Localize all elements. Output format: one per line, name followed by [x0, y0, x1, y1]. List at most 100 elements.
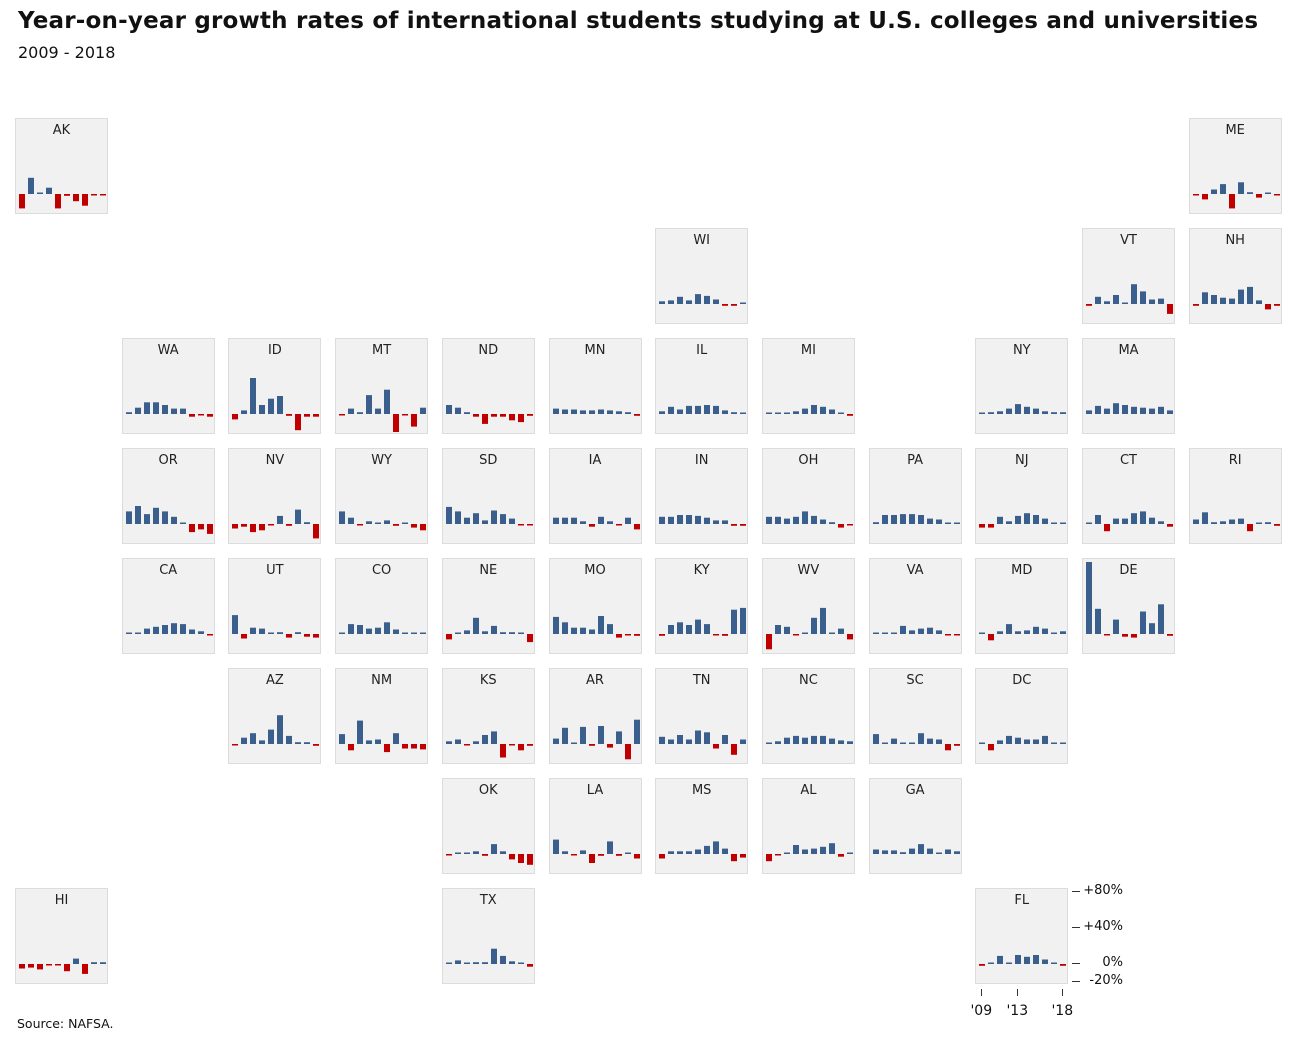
state-tile-la: LA [548, 778, 642, 874]
bar-tx-2013 [481, 962, 488, 964]
bar-ok-2012 [472, 851, 479, 854]
bar-me-2017 [1264, 192, 1271, 194]
bar-ar-2018 [633, 719, 640, 744]
bar-tn-2012 [686, 739, 693, 744]
bar-nj-2013 [1015, 515, 1022, 524]
bar-me-2014 [1237, 182, 1244, 194]
bar-chart [872, 844, 960, 854]
state-label: RI [1228, 453, 1242, 468]
state-tile-vt: VT [1082, 228, 1175, 324]
bar-sd-2016 [508, 518, 515, 524]
bar-ga-2011 [890, 850, 897, 854]
bar-dc-2014 [1024, 739, 1031, 744]
bar-chart [125, 623, 213, 636]
bar-nj-2015 [1033, 515, 1040, 524]
bar-tn-2011 [677, 735, 684, 744]
bar-ut-2016 [295, 632, 302, 634]
bar-ga-2009 [872, 849, 879, 854]
state-tile-hi: HI [15, 888, 108, 984]
bar-chart [659, 730, 747, 755]
bar-tn-2018 [740, 739, 747, 744]
bar-ga-2017 [944, 849, 951, 854]
bar-ks-2014 [490, 731, 497, 744]
bar-id-2018 [313, 414, 320, 417]
bar-tx-2010 [454, 960, 461, 964]
bar-ok-2017 [517, 854, 524, 863]
bar-id-2017 [304, 414, 311, 417]
bar-ut-2017 [304, 634, 311, 637]
bar-chart [979, 624, 1067, 641]
bar-chart [445, 731, 533, 758]
bar-il-2012 [686, 405, 693, 414]
bar-ms-2015 [713, 841, 720, 854]
bar-va-2014 [917, 628, 924, 634]
bar-chart [979, 513, 1067, 528]
bar-oh-2017 [837, 524, 844, 528]
bar-chart [765, 511, 853, 528]
bar-or-2010 [134, 506, 141, 524]
bar-ak-2017 [91, 194, 97, 196]
bar-chart [552, 516, 640, 530]
state-tile-ne: NE [441, 558, 535, 654]
bar-or-2016 [188, 524, 195, 533]
bar-in-2016 [722, 520, 729, 524]
bar-hi-2010 [28, 964, 34, 968]
bar-fl-2013 [1015, 955, 1022, 964]
bar-chart [979, 404, 1067, 414]
bar-nm-2015 [393, 733, 400, 744]
bar-pa-2013 [908, 514, 915, 524]
x-tick [1017, 989, 1019, 996]
bar-az-2014 [277, 715, 284, 744]
bar-ma-2015 [1140, 407, 1146, 414]
state-tile-ut: UT [228, 558, 322, 654]
bar-wv-2016 [828, 632, 835, 634]
bar-ct-2016 [1149, 517, 1155, 524]
bar-mi-2018 [846, 414, 853, 416]
bar-al-2018 [846, 852, 853, 854]
state-tile-va: VA [868, 558, 962, 654]
bar-de-2017 [1158, 604, 1164, 634]
state-label: VA [906, 563, 924, 578]
bar-mo-2017 [624, 634, 631, 636]
x-tick-label: '13 [1006, 1003, 1029, 1019]
bar-ga-2012 [899, 852, 906, 854]
source-note: Source: NAFSA. [17, 1016, 114, 1031]
state-tile-pa: PA [868, 448, 962, 544]
bar-chart [765, 607, 853, 650]
bar-ms-2012 [686, 851, 693, 854]
bar-md-2012 [1006, 624, 1013, 634]
bar-hi-2011 [37, 964, 43, 970]
bar-wi-2014 [704, 295, 711, 304]
bar-wi-2016 [722, 304, 729, 306]
bar-oh-2011 [783, 518, 790, 524]
bar-nm-2009 [339, 734, 346, 744]
bar-ky-2015 [713, 634, 720, 636]
bar-me-2018 [1273, 194, 1280, 196]
bar-ma-2011 [1104, 408, 1110, 414]
bar-ri-2013 [1228, 519, 1235, 524]
bar-ok-2014 [490, 844, 497, 854]
bar-or-2015 [179, 522, 186, 524]
state-label: GA [905, 783, 925, 798]
bar-ma-2010 [1095, 405, 1101, 414]
bar-chart [979, 955, 1067, 966]
bar-sd-2014 [490, 510, 497, 524]
state-label: KY [693, 563, 710, 578]
bar-nc-2016 [828, 738, 835, 744]
bar-or-2017 [197, 524, 204, 530]
bar-mt-2016 [402, 414, 409, 416]
bar-wv-2009 [765, 634, 772, 650]
state-label: NH [1225, 233, 1245, 248]
state-label: WI [693, 233, 711, 248]
state-label: NJ [1015, 453, 1029, 468]
bar-nh-2017 [1264, 304, 1271, 310]
bar-nc-2018 [846, 741, 853, 744]
bar-ar-2013 [588, 744, 595, 746]
bar-al-2014 [810, 848, 817, 854]
bar-ia-2018 [633, 524, 640, 530]
bar-nm-2016 [402, 744, 409, 749]
bar-nd-2016 [508, 414, 515, 421]
bar-nh-2009 [1192, 304, 1199, 306]
state-tile-mn: MN [548, 338, 642, 434]
bar-dc-2012 [1006, 735, 1013, 744]
